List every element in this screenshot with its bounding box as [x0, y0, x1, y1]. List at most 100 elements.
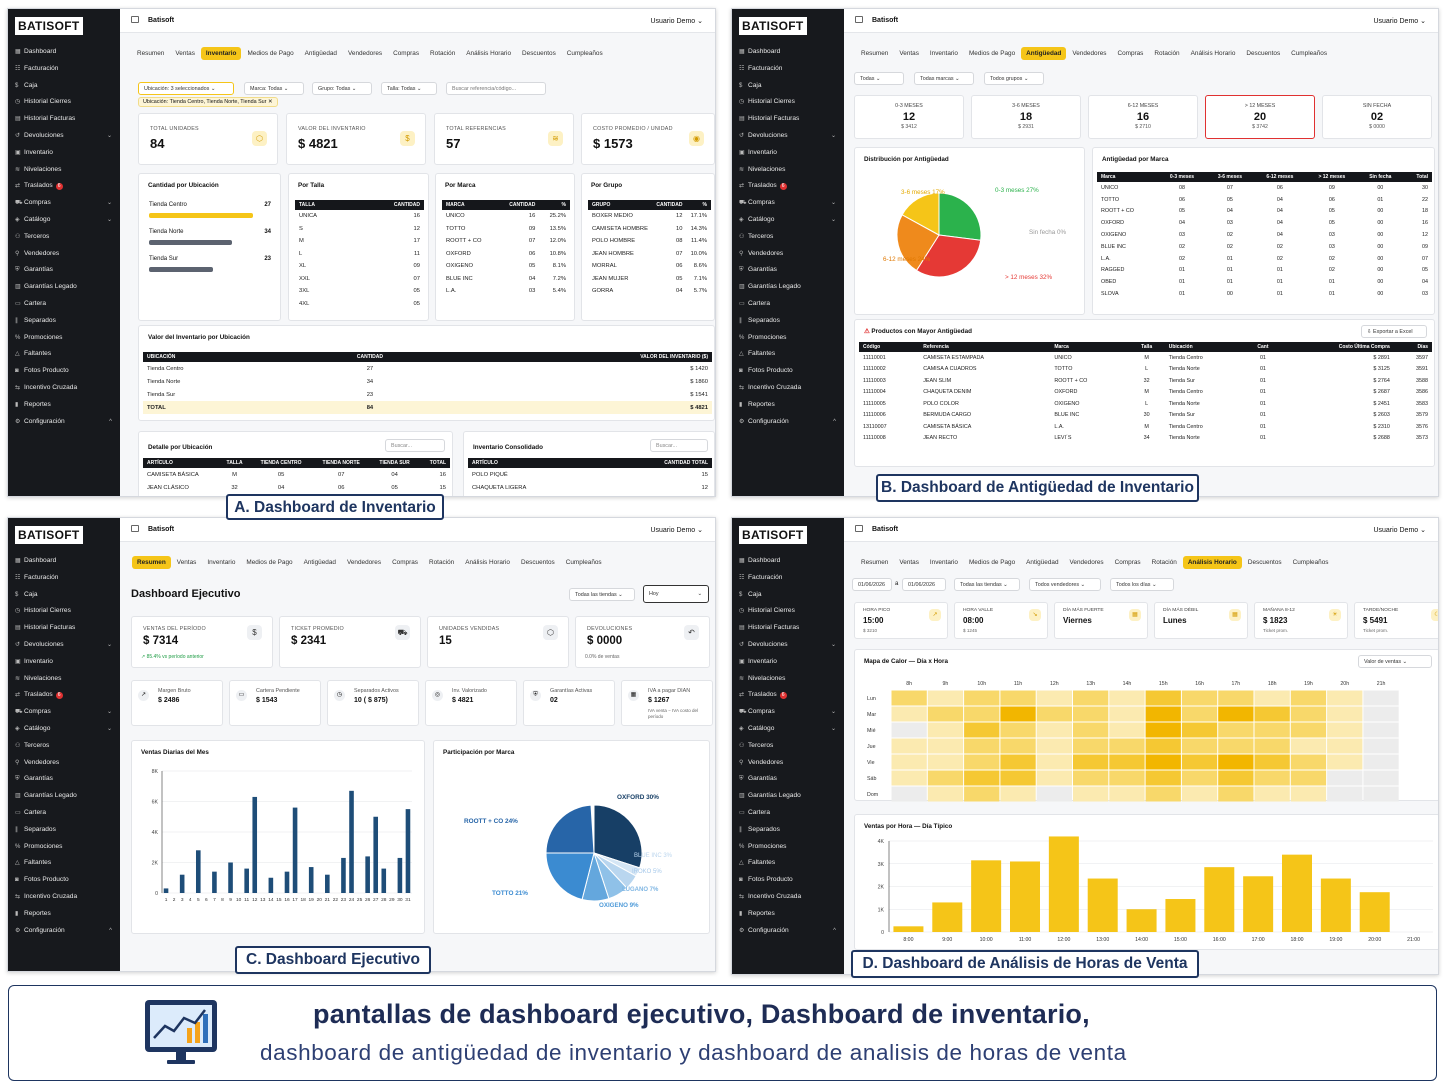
- sidebar-item-configuración[interactable]: ⚙ Configuración ^: [739, 923, 838, 940]
- heatmap-cell[interactable]: [1254, 738, 1290, 754]
- date-from-input[interactable]: 01/06/2026: [852, 578, 892, 591]
- table-row[interactable]: Tienda Sur 23 $ 1541: [143, 388, 712, 401]
- sidebar-item-vendedores[interactable]: ⚲ Vendedores: [15, 755, 114, 772]
- column-header[interactable]: > 12 meses: [1305, 172, 1358, 182]
- sidebar-item-promociones[interactable]: % Promociones: [15, 330, 114, 347]
- column-header[interactable]: GRUPO: [588, 200, 653, 210]
- heatmap-cell[interactable]: [1145, 690, 1181, 706]
- sidebar-item-historial-cierres[interactable]: ◷ Historial Cierres: [15, 603, 114, 620]
- column-header[interactable]: %: [686, 200, 711, 210]
- sidebar-item-facturación[interactable]: ☷ Facturación: [739, 61, 838, 78]
- tab-6[interactable]: Compras: [1114, 559, 1141, 566]
- heatmap-cell[interactable]: [1073, 786, 1109, 802]
- bar[interactable]: [244, 868, 249, 893]
- sidebar-item-inventario[interactable]: ▣ Inventario: [15, 654, 114, 671]
- brand-logo[interactable]: BATISOFT: [739, 526, 807, 544]
- sidebar-item-historial-cierres[interactable]: ◷ Historial Cierres: [15, 94, 114, 111]
- chevron-icon[interactable]: ⌄: [830, 216, 836, 223]
- heatmap-cell[interactable]: [1036, 770, 1072, 786]
- bar[interactable]: [971, 860, 1002, 932]
- heatmap-cell[interactable]: [1000, 722, 1036, 738]
- search-reference-input[interactable]: Buscar referencia/código...: [446, 82, 546, 95]
- heatmap-cell[interactable]: [891, 690, 927, 706]
- tab-7[interactable]: Rotación: [1154, 50, 1180, 57]
- tab-9[interactable]: Descuentos: [1246, 50, 1281, 57]
- column-header[interactable]: Marca: [1050, 342, 1129, 352]
- heatmap-cell[interactable]: [964, 690, 1000, 706]
- sidebar-item-garantías-legado[interactable]: ▥ Garantías Legado: [15, 788, 114, 805]
- day-select[interactable]: Todos los días ⌄: [1110, 578, 1174, 591]
- location-filter-chip[interactable]: Ubicación: Tienda Centro, Tienda Norte, …: [138, 97, 278, 107]
- age-card[interactable]: 0-3 MESES 12 $ 3412: [854, 95, 964, 139]
- tab-7[interactable]: Rotación: [429, 559, 455, 566]
- sidebar-item-catálogo[interactable]: ◈ Catálogo ⌄: [739, 721, 838, 738]
- sidebar-item-garantías[interactable]: ⛨ Garantías: [739, 262, 838, 279]
- sidebar-item-compras[interactable]: ⛟Compras ⌄: [15, 704, 114, 721]
- sidebar-item-devoluciones[interactable]: ↺ Devoluciones ⌄: [739, 637, 838, 654]
- column-header[interactable]: ARTÍCULO: [143, 458, 220, 468]
- table-row[interactable]: CAMISETA BÁSICA M 05 07 04 16: [143, 468, 450, 481]
- column-header[interactable]: CANTIDAD: [496, 200, 540, 210]
- table-row[interactable]: OXFORD 06 10.8%: [442, 248, 570, 261]
- heatmap-cell[interactable]: [1290, 738, 1327, 754]
- heatmap-cell[interactable]: [1036, 706, 1072, 722]
- column-header[interactable]: VALOR DEL INVENTARIO ($): [432, 352, 712, 362]
- age-card[interactable]: 6-12 MESES 16 $ 2710: [1088, 95, 1198, 139]
- table-row[interactable]: POLO PIQUÉ 15: [468, 468, 712, 481]
- sidebar-item-promociones[interactable]: % Promociones: [15, 839, 114, 856]
- chevron-icon[interactable]: ^: [833, 418, 836, 425]
- heatmap-cell[interactable]: [1073, 738, 1109, 754]
- table-row[interactable]: TOTTO 09 13.5%: [442, 223, 570, 236]
- table-row[interactable]: Tienda Centro 27 $ 1420: [143, 362, 712, 375]
- table-row[interactable]: TOTTO 06 05 04 06 01 22: [1097, 194, 1432, 206]
- age-card[interactable]: 3-6 MESES 18 $ 2931: [971, 95, 1081, 139]
- sidebar-item-garantías[interactable]: ⛨ Garantías: [15, 771, 114, 788]
- heatmap-cell[interactable]: [1290, 722, 1327, 738]
- sidebar-item-historial-facturas[interactable]: ▤ Historial Facturas: [739, 111, 838, 128]
- heatmap-cell[interactable]: [927, 754, 964, 770]
- age-card[interactable]: > 12 MESES 20 $ 3742: [1205, 95, 1315, 139]
- table-row[interactable]: Tienda Norte 34 $ 1860: [143, 375, 712, 388]
- heatmap-cell[interactable]: [964, 754, 1000, 770]
- filter-brand[interactable]: Todas marcas ⌄: [914, 72, 974, 85]
- bar[interactable]: [341, 857, 346, 893]
- tab-0[interactable]: Resumen: [861, 559, 889, 566]
- heatmap-cell[interactable]: [1218, 770, 1254, 786]
- heatmap-cell[interactable]: [1109, 690, 1145, 706]
- sidebar-item-incentivo-cruzada[interactable]: ⇆ Incentivo Cruzada: [15, 380, 114, 397]
- column-header[interactable]: 6-12 meses: [1253, 172, 1306, 182]
- bar[interactable]: [292, 807, 298, 893]
- tab-0[interactable]: Resumen: [861, 50, 889, 57]
- sidebar-item-separados[interactable]: ∥ Separados: [15, 313, 114, 330]
- bar[interactable]: [1204, 867, 1235, 932]
- sidebar-item-compras[interactable]: ⛟Compras ⌄: [15, 195, 114, 212]
- table-row[interactable]: 4XL 05: [295, 298, 424, 311]
- heatmap-cell[interactable]: [964, 770, 1000, 786]
- sidebar-item-caja[interactable]: $ Caja: [739, 587, 838, 604]
- tab-9[interactable]: Descuentos: [522, 50, 556, 57]
- bar[interactable]: [179, 874, 185, 893]
- heatmap-cell[interactable]: [891, 738, 927, 754]
- heatmap-cell[interactable]: [1218, 754, 1254, 770]
- heatmap-cell[interactable]: [1327, 786, 1363, 802]
- heatmap-cell[interactable]: [1073, 690, 1109, 706]
- sidebar-item-garantías-legado[interactable]: ▥ Garantías Legado: [739, 788, 838, 805]
- heatmap-cell[interactable]: [1000, 738, 1036, 754]
- sidebar-item-devoluciones[interactable]: ↺ Devoluciones ⌄: [15, 128, 114, 145]
- heatmap-cell[interactable]: [1327, 754, 1363, 770]
- sidebar-item-dashboard[interactable]: ▦ Dashboard: [739, 44, 838, 61]
- sidebar-item-devoluciones[interactable]: ↺ Devoluciones ⌄: [15, 637, 114, 654]
- heatmap-cell[interactable]: [1073, 722, 1109, 738]
- table-row[interactable]: OXFORD 04 03 04 05 00 16: [1097, 217, 1432, 229]
- sidebar-item-garantías[interactable]: ⛨ Garantías: [739, 771, 838, 788]
- heatmap-cell[interactable]: [1290, 786, 1327, 802]
- sidebar-item-traslados[interactable]: ⇄ Traslados 6: [739, 178, 838, 195]
- heatmap-cell[interactable]: [1109, 738, 1145, 754]
- heatmap-cell[interactable]: [1145, 738, 1181, 754]
- table-row[interactable]: OBED 01 01 01 01 00 04: [1097, 276, 1432, 288]
- heatmap-cell[interactable]: [1254, 722, 1290, 738]
- sidebar-item-historial-cierres[interactable]: ◷ Historial Cierres: [739, 94, 838, 111]
- sidebar-item-promociones[interactable]: % Promociones: [739, 330, 838, 347]
- sidebar-item-cartera[interactable]: ▭ Cartera: [15, 805, 114, 822]
- heatmap-cell[interactable]: [1327, 738, 1363, 754]
